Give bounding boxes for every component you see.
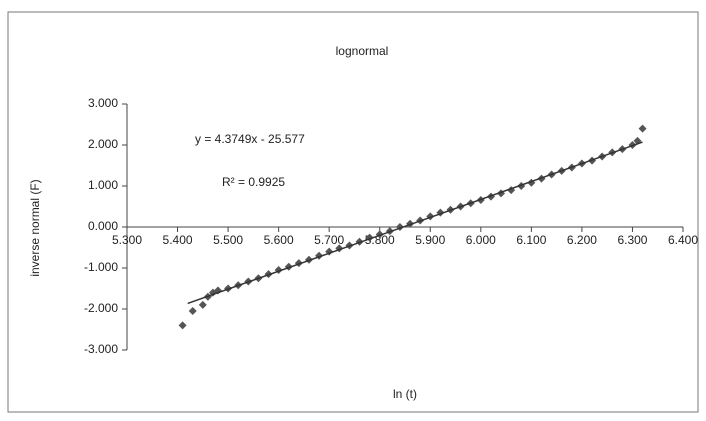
y-tick-label: -3.000	[84, 342, 118, 356]
x-axis-label: ln (t)	[393, 387, 417, 401]
y-tick-label: 3.000	[88, 96, 118, 110]
x-tick-label: 5.300	[112, 233, 142, 247]
y-tick-label: -1.000	[84, 260, 118, 274]
y-axis-label: inverse normal (F)	[28, 179, 42, 276]
y-tick-label: 2.000	[88, 137, 118, 151]
chart-frame	[7, 11, 699, 413]
data-point	[178, 321, 187, 330]
data-point	[315, 251, 324, 260]
data-point	[188, 307, 197, 316]
data-point	[198, 300, 207, 309]
chart-title: lognormal	[336, 44, 389, 58]
trendline	[187, 141, 643, 305]
y-tick-label: -2.000	[84, 301, 118, 315]
y-tick-label: 0.000	[88, 219, 118, 233]
x-tick-label: 6.000	[466, 233, 496, 247]
x-tick-label: 6.300	[617, 233, 647, 247]
x-tick-label: 5.900	[415, 233, 445, 247]
x-tick-label: 5.600	[264, 233, 294, 247]
x-tick-label: 5.400	[163, 233, 193, 247]
x-tick-label: 6.200	[567, 233, 597, 247]
x-tick-label: 6.100	[516, 233, 546, 247]
x-tick-label: 5.700	[314, 233, 344, 247]
r-squared: R² = 0.9925	[222, 175, 285, 189]
data-point	[638, 124, 647, 133]
x-tick-label: 5.500	[213, 233, 243, 247]
x-tick-label: 6.400	[668, 233, 698, 247]
y-tick-label: 1.000	[88, 178, 118, 192]
trendline-equation: y = 4.3749x - 25.577	[195, 132, 305, 146]
